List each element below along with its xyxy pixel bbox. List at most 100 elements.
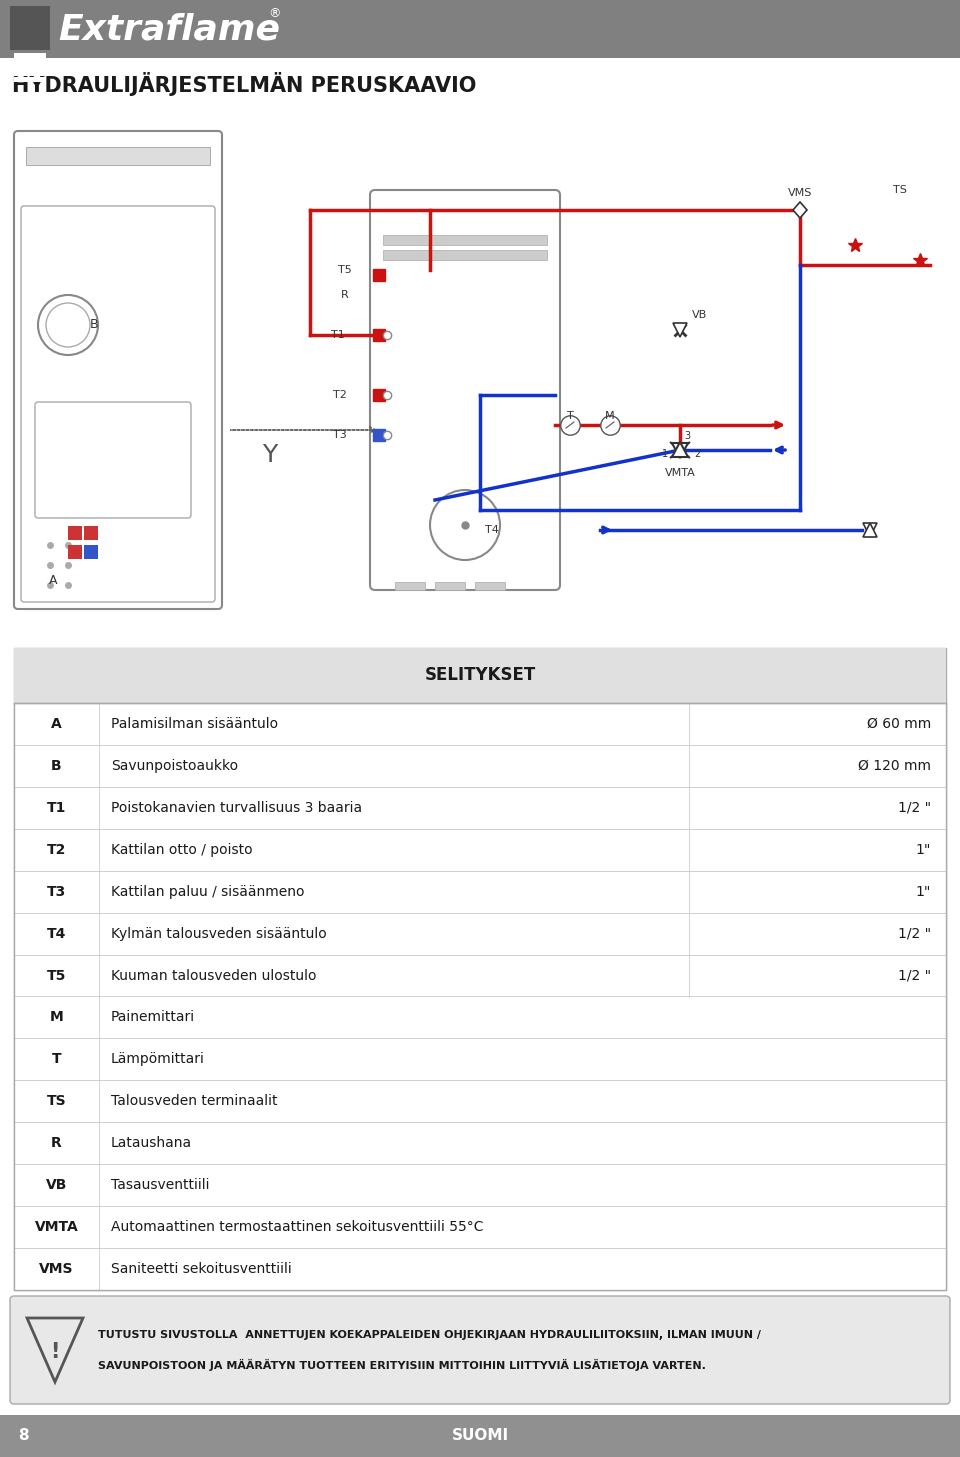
Text: 2: 2 [694, 449, 700, 459]
Text: SELITYKSET: SELITYKSET [424, 666, 536, 685]
Text: Talousveden terminaalit: Talousveden terminaalit [111, 1094, 277, 1109]
Bar [14, 66, 40, 70]
Bar [14, 648, 946, 1289]
FancyBboxPatch shape [21, 205, 215, 602]
Polygon shape [863, 523, 877, 538]
FancyBboxPatch shape [10, 1295, 950, 1405]
Text: T4: T4 [47, 927, 66, 941]
Text: B: B [51, 759, 61, 772]
Text: R: R [51, 1136, 61, 1150]
Polygon shape [793, 203, 807, 219]
Text: Ø 60 mm: Ø 60 mm [867, 717, 931, 731]
Bar [68, 526, 82, 541]
Bar [0, 1415, 960, 1457]
Text: 1": 1" [916, 842, 931, 857]
Bar [68, 545, 82, 559]
Bar [14, 1080, 946, 1122]
Text: T3: T3 [333, 430, 347, 440]
Text: ®: ® [268, 7, 280, 20]
Bar [14, 997, 946, 1039]
Bar [14, 787, 946, 829]
Bar [14, 871, 946, 912]
Bar [10, 6, 50, 50]
Text: A: A [49, 574, 58, 587]
Text: Kattilan paluu / sisäänmeno: Kattilan paluu / sisäänmeno [111, 884, 304, 899]
Text: R: R [341, 290, 348, 300]
Bar [383, 235, 547, 245]
Text: 3: 3 [684, 431, 690, 441]
Text: T: T [566, 411, 573, 421]
Text: T3: T3 [47, 884, 66, 899]
Bar [14, 77, 46, 82]
Bar [14, 648, 946, 702]
Polygon shape [672, 441, 688, 457]
Text: Automaattinen termostaattinen sekoitusventtiili 55°C: Automaattinen termostaattinen sekoitusve… [111, 1220, 484, 1234]
Text: A: A [51, 717, 61, 731]
Bar [0, 0, 960, 58]
Bar [395, 581, 425, 590]
Text: T: T [52, 1052, 61, 1067]
Text: 1/2 ": 1/2 " [898, 927, 931, 941]
Text: VB: VB [46, 1179, 67, 1192]
Text: T1: T1 [331, 329, 345, 339]
Text: M: M [605, 411, 614, 421]
Text: T5: T5 [47, 969, 66, 982]
Polygon shape [27, 1319, 83, 1383]
Polygon shape [863, 523, 877, 538]
Bar [14, 52, 46, 58]
Bar [84, 526, 98, 541]
Bar [14, 1039, 946, 1080]
Text: Saniteetti sekoitusventtiili: Saniteetti sekoitusventtiili [111, 1262, 292, 1276]
Text: 1": 1" [916, 884, 931, 899]
Text: T5: T5 [338, 265, 352, 275]
Bar [475, 581, 505, 590]
Bar [14, 702, 946, 745]
Text: TUTUSTU SIVUSTOLLA  ANNETTUJEN KOEKAPPALEIDEN OHJEKIRJAAN HYDRAULILIITOKSIIN, IL: TUTUSTU SIVUSTOLLA ANNETTUJEN KOEKAPPALE… [98, 1330, 761, 1340]
Text: Kattilan otto / poisto: Kattilan otto / poisto [111, 842, 252, 857]
Text: T2: T2 [333, 390, 347, 401]
Text: Ø 120 mm: Ø 120 mm [858, 759, 931, 772]
Polygon shape [672, 443, 688, 457]
Text: Palamisilman sisääntulo: Palamisilman sisääntulo [111, 717, 278, 731]
Bar [14, 829, 946, 871]
Text: Lämpömittari: Lämpömittari [111, 1052, 204, 1067]
Text: VMTA: VMTA [35, 1220, 79, 1234]
Text: 1: 1 [661, 449, 668, 459]
Text: T4: T4 [485, 525, 499, 535]
Text: Kuuman talousveden ulostulo: Kuuman talousveden ulostulo [111, 969, 317, 982]
Bar [14, 745, 946, 787]
Text: M: M [50, 1011, 63, 1024]
FancyBboxPatch shape [370, 189, 560, 590]
Bar [26, 147, 210, 165]
Bar [84, 545, 98, 559]
Text: B: B [90, 319, 99, 332]
Bar [14, 1206, 946, 1249]
Bar [14, 954, 946, 997]
Bar [14, 702, 946, 1289]
Text: TS: TS [893, 185, 907, 195]
Text: Y: Y [262, 443, 277, 468]
Text: HYDRAULIJÄRJESTELMÄN PERUSKAAVIO: HYDRAULIJÄRJESTELMÄN PERUSKAAVIO [12, 71, 476, 96]
Text: VMTA: VMTA [664, 468, 695, 478]
Text: Lataushana: Lataushana [111, 1136, 192, 1150]
Polygon shape [673, 323, 687, 337]
Text: SAVUNPOISTOON JA MÄÄRÄTYN TUOTTEEN ERITYISIIN MITTOIHIN LIITTYVIÄ LISÄTIETOJA VA: SAVUNPOISTOON JA MÄÄRÄTYN TUOTTEEN ERITY… [98, 1359, 706, 1371]
Text: VB: VB [692, 310, 708, 321]
Text: VMS: VMS [39, 1262, 74, 1276]
Bar [383, 251, 547, 259]
Bar [435, 581, 465, 590]
Bar [14, 1122, 946, 1164]
Text: SUOMI: SUOMI [451, 1428, 509, 1444]
Text: Kylmän talousveden sisääntulo: Kylmän talousveden sisääntulo [111, 927, 326, 941]
Text: !: ! [50, 1342, 60, 1362]
Text: Extraflame: Extraflame [58, 12, 280, 47]
Text: T1: T1 [47, 801, 66, 814]
Bar [14, 1249, 946, 1289]
Text: 1/2 ": 1/2 " [898, 969, 931, 982]
FancyBboxPatch shape [35, 402, 191, 519]
Text: 8: 8 [18, 1428, 29, 1444]
Bar [14, 912, 946, 954]
FancyBboxPatch shape [14, 131, 222, 609]
Text: Savunpoistoaukko: Savunpoistoaukko [111, 759, 238, 772]
Text: 1/2 ": 1/2 " [898, 801, 931, 814]
